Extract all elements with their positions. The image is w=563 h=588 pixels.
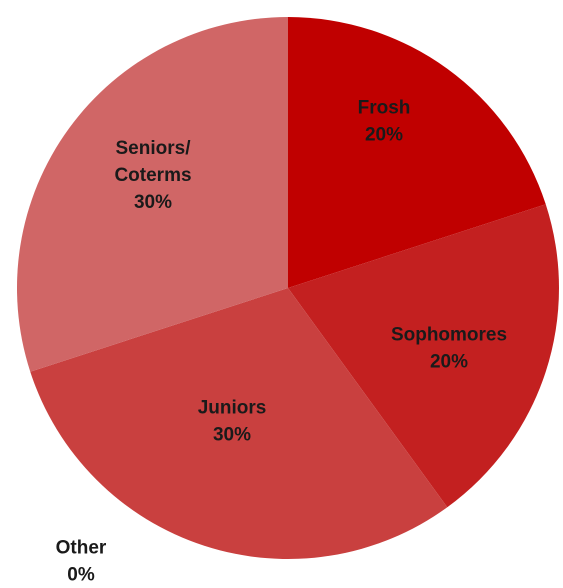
pie-slices — [16, 17, 560, 559]
data-label-category: Other — [56, 538, 107, 559]
data-label-category: Juniors — [198, 398, 267, 419]
data-label-value: 20% — [365, 125, 403, 146]
data-label-juniors: Juniors 30% — [198, 398, 267, 446]
pie-labels: Frosh 20%Sophomores 20%Juniors 30%Seniors/C… — [56, 98, 507, 586]
data-label-category: Sophomores — [391, 325, 507, 346]
data-label-category: Seniors/ — [116, 138, 192, 159]
data-label-seniors-coterms: Seniors/Coterms 30% — [114, 138, 191, 213]
data-label-category: Coterms — [114, 165, 191, 186]
data-label-value: 30% — [134, 192, 172, 213]
data-label-frosh: Frosh 20% — [358, 98, 411, 146]
pie-slice-sophomores — [288, 204, 560, 508]
data-label-value: 0% — [67, 565, 95, 586]
data-label-value: 20% — [430, 352, 468, 373]
pie-slice-seniors-coterms — [16, 17, 288, 372]
data-label-sophomores: Sophomores 20% — [391, 325, 507, 373]
pie-slice-frosh — [288, 17, 546, 288]
data-label-category: Frosh — [358, 98, 411, 119]
pie-slice-juniors — [30, 288, 448, 559]
data-label-value: 30% — [213, 425, 251, 446]
data-label-other: Other 0% — [56, 538, 107, 586]
